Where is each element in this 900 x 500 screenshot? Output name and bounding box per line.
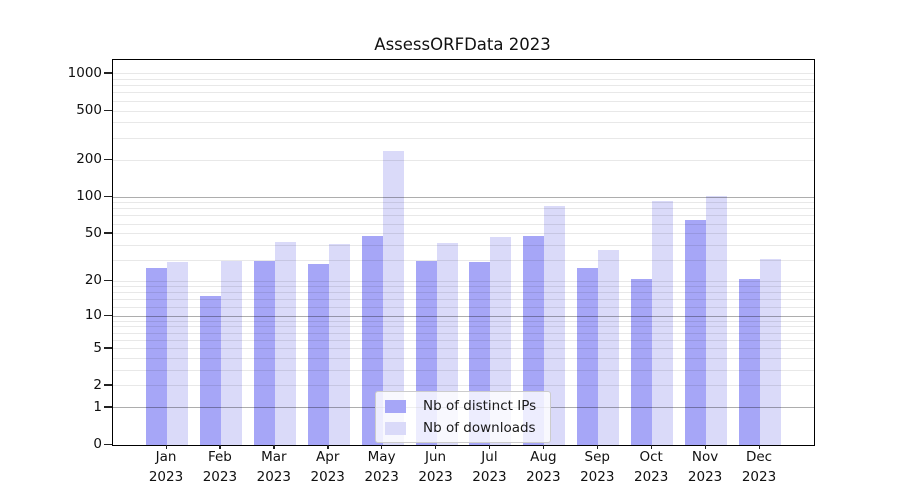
x-tick-label-may: May 2023 (342, 448, 422, 487)
x-tick-month-mar: Mar (261, 449, 287, 465)
x-tick-year-apr: 2023 (310, 468, 345, 485)
y-tick-label-5: 5 (93, 339, 102, 356)
x-tick-label-dec: Dec 2023 (719, 448, 799, 487)
x-tick-label-mar: Mar 2023 (234, 448, 314, 487)
y-tick-5 (104, 347, 112, 349)
y-tick-label-50: 50 (84, 224, 102, 241)
x-tick-year-mar: 2023 (256, 468, 291, 485)
x-tick-mar (273, 444, 275, 449)
bar-dec-distinct-ips (739, 278, 760, 445)
x-tick-month-apr: Apr (316, 449, 340, 465)
x-tick-nov (704, 444, 706, 449)
y-tick-1 (104, 406, 112, 408)
legend-row-downloads: Nb of downloads (385, 420, 536, 436)
x-tick-jan (165, 444, 167, 449)
x-tick-label-sep: Sep 2023 (557, 448, 637, 487)
bar-jan-downloads (167, 262, 188, 445)
bar-sep-downloads (598, 249, 620, 445)
legend: Nb of distinct IPs Nb of downloads (375, 391, 552, 443)
bars-layer (113, 60, 814, 445)
bar-feb-downloads (220, 260, 242, 445)
x-tick-sep (596, 444, 599, 449)
x-tick-year-may: 2023 (364, 468, 399, 485)
bar-feb-distinct-ips (199, 296, 221, 445)
bar-oct-distinct-ips (631, 278, 653, 445)
x-tick-month-dec: Dec (745, 449, 773, 465)
x-tick-jul (488, 444, 491, 449)
x-tick-label-jul: Jul 2023 (449, 448, 529, 487)
y-tick-label-1: 1 (93, 398, 102, 415)
y-tick-label-0: 0 (93, 436, 102, 452)
y-tick-label-20: 20 (84, 272, 102, 289)
y-tick-50 (104, 232, 112, 234)
x-tick-month-jul: Jul (481, 449, 498, 465)
x-tick-month-aug: Aug (530, 449, 557, 465)
y-tick-label-500: 500 (76, 102, 102, 119)
x-tick-aug (542, 444, 545, 449)
bar-apr-downloads (328, 244, 350, 445)
x-tick-year-jun: 2023 (418, 468, 453, 485)
legend-row-distinct-ips: Nb of distinct IPs (385, 398, 536, 414)
y-tick-10 (104, 314, 112, 316)
x-tick-year-sep: 2023 (580, 468, 615, 485)
x-tick-month-may: May (367, 449, 396, 465)
x-tick-label-feb: Feb 2023 (180, 448, 260, 487)
legend-swatch-distinct-ips (385, 399, 406, 413)
y-tick-label-10: 10 (84, 307, 102, 324)
legend-swatch-downloads (385, 421, 406, 435)
x-tick-year-jul: 2023 (472, 468, 507, 485)
x-tick-label-apr: Apr 2023 (288, 448, 368, 487)
x-tick-label-jan: Jan 2023 (126, 448, 206, 487)
y-tick-label-2: 2 (93, 376, 102, 393)
x-tick-month-nov: Nov (691, 449, 719, 465)
x-tick-month-oct: Oct (639, 449, 663, 465)
x-tick-dec (758, 444, 760, 449)
bar-mar-distinct-ips (253, 260, 275, 445)
x-tick-year-oct: 2023 (633, 468, 669, 485)
legend-label-downloads: Nb of downloads (423, 420, 536, 436)
y-tick-200 (104, 158, 112, 160)
y-tick-0 (104, 443, 112, 445)
bar-nov-distinct-ips (685, 219, 707, 445)
x-tick-year-aug: 2023 (526, 468, 561, 485)
x-tick-month-feb: Feb (207, 449, 232, 465)
x-tick-month-sep: Sep (584, 449, 610, 465)
x-tick-jun (435, 444, 437, 449)
y-tick-label-200: 200 (76, 151, 102, 168)
x-tick-label-aug: Aug 2023 (503, 448, 583, 487)
bar-apr-distinct-ips (307, 264, 329, 445)
x-tick-feb (219, 444, 221, 449)
y-tick-500 (104, 109, 112, 111)
y-tick-100 (104, 195, 112, 197)
bar-nov-downloads (706, 195, 728, 445)
bar-jan-distinct-ips (146, 267, 167, 445)
bar-dec-downloads (760, 258, 781, 445)
x-tick-year-jan: 2023 (148, 468, 184, 485)
x-tick-oct (650, 444, 652, 449)
plot-area: Nb of distinct IPs Nb of downloads (112, 59, 815, 446)
x-tick-year-feb: 2023 (202, 468, 238, 485)
x-tick-may (381, 444, 383, 449)
y-tick-20 (104, 279, 112, 282)
x-tick-year-dec: 2023 (741, 468, 777, 485)
x-tick-month-jan: Jan (155, 449, 177, 465)
bar-may-downloads (382, 151, 404, 445)
y-tick-2 (104, 384, 112, 386)
bar-sep-distinct-ips (577, 267, 599, 445)
y-tick-label-100: 100 (76, 188, 102, 205)
x-tick-label-nov: Nov 2023 (665, 448, 745, 487)
chart-title: AssessORFData 2023 (374, 35, 551, 54)
legend-label-distinct-ips: Nb of distinct IPs (423, 398, 537, 414)
bar-mar-downloads (274, 241, 296, 445)
x-tick-year-nov: 2023 (687, 468, 723, 485)
x-tick-month-jun: Jun (424, 449, 447, 465)
x-tick-label-oct: Oct 2023 (611, 448, 691, 487)
y-tick-1000 (104, 72, 112, 74)
x-tick-apr (327, 444, 329, 449)
y-tick-label-1000: 1000 (67, 64, 102, 81)
x-tick-label-jun: Jun 2023 (396, 448, 476, 487)
bar-oct-downloads (652, 200, 674, 445)
bar-aug-downloads (544, 205, 566, 445)
